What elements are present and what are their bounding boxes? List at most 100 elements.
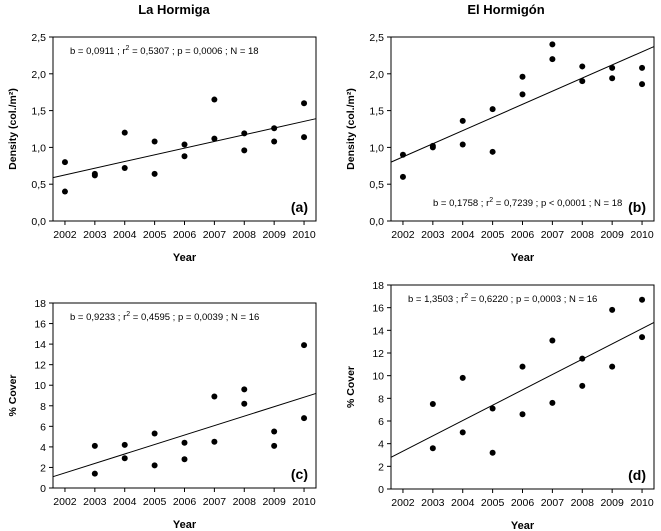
data-point — [459, 429, 466, 436]
x-tick-label: 2005 — [143, 496, 167, 508]
x-tick-label: 2005 — [481, 497, 505, 509]
y-axis-label: Density (col./m²) — [345, 88, 357, 170]
regression-stats: b = 1,3503 ; r2 = 0,6220 ; p = 0,0003 ; … — [408, 293, 597, 305]
x-tick-label: 2010 — [630, 497, 654, 509]
regression-stats-part: b = 0,1758 ; r — [433, 198, 489, 209]
x-axis-label: Year — [173, 519, 197, 531]
data-point — [151, 462, 158, 469]
x-tick-label: 2002 — [53, 496, 77, 508]
y-tick-label: 0,5 — [369, 179, 384, 191]
header-la-hormiga: La Hormiga — [138, 2, 210, 17]
data-point — [549, 399, 556, 406]
y-axis-label: % Cover — [345, 366, 357, 408]
y-tick-label: 10 — [372, 371, 384, 383]
data-point — [459, 117, 466, 124]
x-tick-label: 2005 — [143, 229, 167, 241]
x-tick-label: 2006 — [511, 229, 535, 241]
x-tick-label: 2004 — [451, 229, 475, 241]
y-tick-label: 0,0 — [31, 216, 46, 228]
y-tick-label: 2,5 — [31, 32, 46, 44]
data-point — [91, 470, 98, 477]
data-point — [399, 151, 406, 158]
data-point — [301, 342, 308, 349]
x-tick-label: 2007 — [541, 497, 565, 509]
data-point — [121, 455, 128, 462]
data-point — [241, 147, 248, 154]
data-point — [639, 334, 646, 341]
data-point — [61, 188, 68, 195]
regression-stats: b = 0,0911 ; r2 = 0,5307 ; p = 0,0006 ; … — [70, 45, 259, 57]
x-tick-label: 2004 — [113, 229, 137, 241]
data-point — [579, 382, 586, 389]
superscript-two: 2 — [489, 197, 493, 204]
x-axis-label: Year — [173, 252, 197, 264]
data-point — [271, 138, 278, 145]
data-point — [271, 428, 278, 435]
data-point — [579, 63, 586, 70]
data-point — [489, 148, 496, 155]
x-tick-label: 2003 — [83, 496, 107, 508]
x-tick-label: 2007 — [541, 229, 565, 241]
regression-stats-part: b = 0,0911 ; r — [70, 46, 126, 57]
x-axis-label: Year — [511, 252, 535, 264]
data-point — [609, 75, 616, 82]
x-tick-label: 2007 — [203, 496, 227, 508]
data-point — [609, 363, 616, 370]
x-tick-label: 2009 — [600, 497, 624, 509]
data-point — [549, 41, 556, 48]
x-tick-label: 2002 — [391, 497, 415, 509]
data-point — [211, 135, 218, 142]
data-point — [639, 64, 646, 71]
y-tick-label: 10 — [34, 380, 46, 392]
y-tick-label: 6 — [40, 421, 46, 433]
data-point — [579, 355, 586, 362]
x-tick-label: 2002 — [391, 229, 415, 241]
y-tick-label: 2,0 — [369, 69, 384, 81]
y-tick-label: 14 — [34, 339, 46, 351]
regression-stats-part: = 0,5307 ; p = 0,0006 ; N = 18 — [129, 46, 258, 57]
superscript-two: 2 — [464, 293, 468, 300]
data-point — [549, 337, 556, 344]
data-point — [429, 445, 436, 452]
data-point — [241, 130, 248, 137]
data-point — [301, 134, 308, 141]
data-point — [489, 449, 496, 456]
y-tick-label: 2,5 — [369, 32, 384, 44]
data-point — [211, 393, 218, 400]
y-tick-label: 2 — [40, 462, 46, 474]
y-tick-label: 16 — [34, 319, 46, 331]
regression-stats-part: = 0,7239 ; p < 0,0001 ; N = 18 — [493, 198, 622, 209]
data-point — [211, 438, 218, 445]
data-point — [429, 401, 436, 407]
y-tick-label: 0,0 — [369, 216, 384, 228]
panel-b: 0,0 0,5 1,0 1,5 2,0 2,5 2002 2003 2004 2005 2006 20… — [345, 32, 655, 264]
y-tick-label: 6 — [378, 416, 384, 428]
data-point — [271, 125, 278, 132]
regression-stats-part: = 0,4595 ; p = 0,0039 ; N = 16 — [130, 312, 259, 323]
x-tick-label: 2004 — [451, 497, 475, 509]
data-point — [121, 441, 128, 448]
superscript-two: 2 — [126, 45, 130, 52]
data-point — [429, 144, 436, 151]
x-tick-label: 2003 — [83, 229, 107, 241]
data-point — [489, 106, 496, 113]
data-point — [61, 159, 68, 166]
data-point — [459, 374, 466, 381]
panel-d: 0 2 4 6 8 10 12 14 16 18 2002 2003 2004 2005 2006 2007 2… — [345, 280, 655, 531]
y-tick-label: 1,0 — [369, 142, 384, 154]
data-point — [519, 91, 526, 98]
data-point — [211, 96, 218, 103]
x-tick-label: 2006 — [173, 496, 197, 508]
data-point — [181, 456, 188, 463]
x-tick-label: 2007 — [203, 229, 227, 241]
data-point — [91, 172, 98, 179]
regression-line — [52, 392, 317, 478]
y-tick-label: 16 — [372, 303, 384, 315]
data-point — [151, 430, 158, 437]
x-tick-label: 2010 — [630, 229, 654, 241]
data-point — [519, 363, 526, 370]
data-point — [181, 141, 188, 148]
x-tick-label: 2005 — [481, 229, 505, 241]
y-tick-label: 0,5 — [31, 179, 46, 191]
y-tick-label: 0 — [40, 483, 46, 495]
